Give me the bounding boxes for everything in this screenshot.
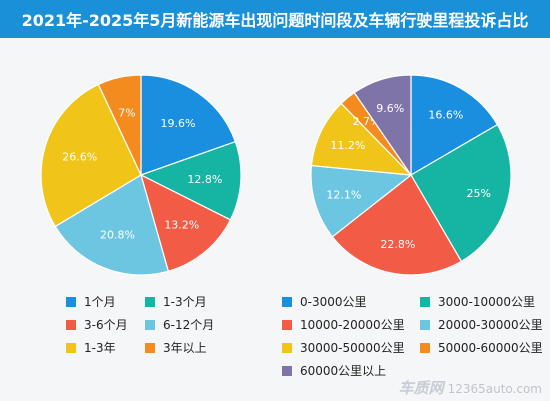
mileage-legend-item-1: 3000-10000公里 <box>420 293 535 310</box>
mileage-legend-label-2: 10000-20000公里 <box>300 318 405 332</box>
mileage-slice-2 <box>331 174 463 276</box>
mileage-slice-label-0: 16.6% <box>428 108 463 121</box>
mileage-legend-item-5: 50000-60000公里 <box>420 339 543 356</box>
period-slice-label-1: 12.8% <box>187 173 222 186</box>
mileage-legend-swatch-4 <box>282 342 292 353</box>
period-slice-3 <box>54 174 170 276</box>
period-slice-label-3: 20.8% <box>100 229 135 242</box>
period-slice-label-5: 7% <box>118 107 135 120</box>
period-slice-label-2: 13.2% <box>164 218 199 231</box>
period-legend-label-3: 6-12个月 <box>163 318 215 332</box>
period-legend-swatch-1 <box>145 296 155 307</box>
period-legend-item-0: 1个月 <box>66 293 116 310</box>
mileage-slice-label-6: 9.6% <box>376 102 404 115</box>
mileage-legend-label-0: 0-3000公里 <box>300 295 367 309</box>
mileage-legend-item-4: 30000-50000公里 <box>282 339 405 356</box>
mileage-legend-item-6: 60000公里以上 <box>282 362 386 379</box>
mileage-slice-3 <box>310 164 413 238</box>
period-legend-label-5: 3年以上 <box>163 341 207 355</box>
mileage-slice-label-4: 11.2% <box>330 139 365 152</box>
period-legend-label-0: 1个月 <box>84 295 116 309</box>
mileage-slice-1 <box>410 123 512 263</box>
period-slice-1 <box>139 140 242 221</box>
mileage-legend-swatch-5 <box>420 342 430 353</box>
period-legend-label-2: 3-6个月 <box>84 318 128 332</box>
mileage-legend-swatch-2 <box>282 319 292 330</box>
mileage-legend-swatch-6 <box>282 365 292 376</box>
mileage-legend-label-1: 3000-10000公里 <box>438 295 536 309</box>
period-legend-label-4: 1-3年 <box>84 341 116 355</box>
period-legend-swatch-3 <box>145 319 155 330</box>
period-legend-item-4: 1-3年 <box>66 339 116 356</box>
period-legend-item-2: 3-6个月 <box>66 316 128 333</box>
mileage-legend-swatch-0 <box>282 296 292 307</box>
period-legend-swatch-5 <box>145 342 155 353</box>
period-legend-swatch-4 <box>66 342 76 353</box>
mileage-legend-item-3: 20000-30000公里 <box>420 316 543 333</box>
mileage-legend-label-4: 30000-50000公里 <box>300 341 405 355</box>
mileage-legend-item-0: 0-3000公里 <box>282 293 367 310</box>
period-slice-4 <box>40 83 142 228</box>
period-legend-item-3: 6-12个月 <box>145 316 214 333</box>
watermark-brand: 车质网 <box>398 379 444 397</box>
mileage-slice-6 <box>353 74 412 177</box>
period-legend-swatch-2 <box>66 319 76 330</box>
mileage-slice-label-3: 12.1% <box>326 189 361 202</box>
mileage-slice-4 <box>310 102 413 176</box>
mileage-legend-label-6: 60000公里以上 <box>300 364 387 378</box>
period-slice-2 <box>140 173 232 272</box>
mileage-slice-label-1: 25% <box>466 187 490 200</box>
mileage-legend-label-5: 50000-60000公里 <box>438 341 543 355</box>
period-legend-swatch-0 <box>66 296 76 307</box>
mileage-legend-swatch-1 <box>420 296 430 307</box>
watermark: 车质网 12365auto.com <box>399 377 542 398</box>
mileage-legend-label-3: 20000-30000公里 <box>438 318 543 332</box>
period-slice-5 <box>97 74 142 176</box>
period-legend-item-1: 1-3个月 <box>145 293 207 310</box>
mileage-legend-swatch-3 <box>420 319 430 330</box>
period-slice-label-0: 19.6% <box>160 117 195 130</box>
mileage-slice-0 <box>410 74 499 177</box>
watermark-site: 12365auto.com <box>447 382 542 396</box>
period-slice-label-4: 26.6% <box>62 150 97 163</box>
mileage-legend-item-2: 10000-20000公里 <box>282 316 405 333</box>
period-legend-item-5: 3年以上 <box>145 339 207 356</box>
mileage-slice-label-2: 22.8% <box>380 238 415 251</box>
chart-title: 2021年-2025年5月新能源车出现问题时间段及车辆行驶里程投诉占比 <box>0 0 550 38</box>
period-legend-label-1: 1-3个月 <box>163 295 207 309</box>
